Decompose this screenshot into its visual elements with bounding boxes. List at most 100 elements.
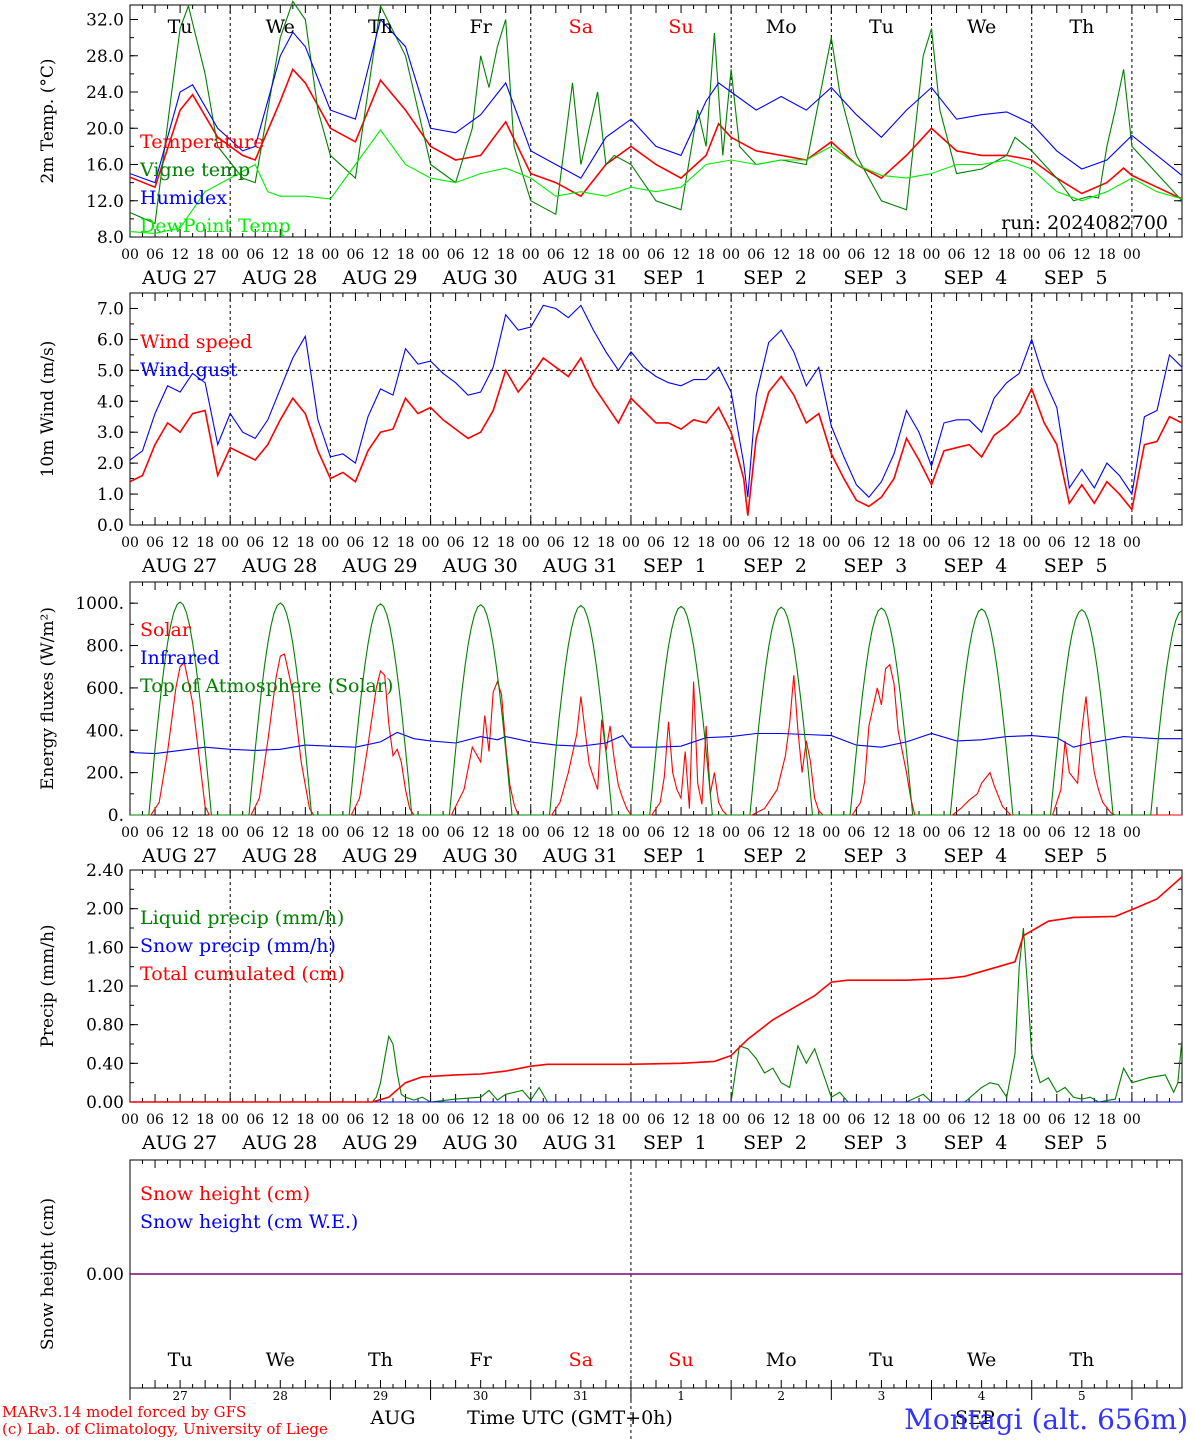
hour-label: 18: [196, 1112, 214, 1128]
y-tick-label: 24.0: [86, 83, 124, 103]
y-tick-label: 6.0: [97, 330, 124, 350]
hour-label: 12: [1073, 825, 1091, 841]
hour-label: 00: [822, 1112, 840, 1128]
date-label: AUG 29: [341, 1132, 417, 1154]
hour-label: 00: [1123, 1112, 1141, 1128]
hour-label: 18: [497, 535, 515, 551]
legend-entry: Snow height (cm W.E.): [140, 1211, 358, 1233]
hour-label: 06: [547, 247, 565, 263]
hour-label: 12: [772, 1112, 790, 1128]
hour-label: 18: [797, 535, 815, 551]
day-label: Tu: [168, 1349, 193, 1371]
y-tick-label: 16.0: [86, 156, 124, 176]
date-label: SEP 1: [643, 1132, 707, 1154]
hour-label: 18: [397, 825, 415, 841]
series-line-liquid-precip-mm-h-: [130, 927, 1182, 1103]
hour-label: 00: [221, 247, 239, 263]
hour-label: 18: [998, 535, 1016, 551]
date-label: AUG 27: [141, 1132, 217, 1154]
station-label: Montagi (alt. 656m): [904, 1403, 1188, 1436]
y-tick-label: 400.: [86, 721, 124, 741]
hour-label: 12: [873, 535, 891, 551]
hour-label: 00: [121, 825, 139, 841]
day-number: 4: [978, 1389, 986, 1403]
hour-label: 12: [672, 535, 690, 551]
hour-label: 18: [497, 1112, 515, 1128]
hour-label: 12: [1073, 1112, 1091, 1128]
day-label: Tu: [869, 16, 894, 38]
hour-label: 06: [146, 535, 164, 551]
hour-label: 06: [447, 247, 465, 263]
hour-label: 06: [547, 825, 565, 841]
hour-label: 12: [171, 825, 189, 841]
hour-label: 12: [271, 1112, 289, 1128]
hour-label: 18: [697, 247, 715, 263]
date-label: SEP 3: [843, 267, 907, 289]
hour-label: 00: [822, 247, 840, 263]
y-tick-label: 0.0: [97, 516, 124, 536]
day-label: Fr: [470, 16, 493, 38]
hour-label: 12: [472, 1112, 490, 1128]
month-label-left: AUG: [370, 1407, 416, 1429]
hour-label: 18: [497, 825, 515, 841]
day-label: Su: [668, 16, 693, 38]
day-number: 3: [878, 1389, 886, 1403]
x-axis-title: Time UTC (GMT+0h): [467, 1407, 673, 1429]
day-label: Th: [368, 16, 393, 38]
hour-label: 06: [347, 247, 365, 263]
hour-label: 12: [472, 825, 490, 841]
legend-entry: Snow height (cm): [140, 1183, 310, 1205]
y-tick-label: 3.0: [97, 423, 124, 443]
day-label: Th: [1069, 16, 1094, 38]
hour-label: 12: [372, 247, 390, 263]
hour-label: 00: [1023, 247, 1041, 263]
y-axis-label: Precip (mm/h): [38, 924, 58, 1047]
hour-label: 06: [347, 535, 365, 551]
hour-label: 18: [998, 1112, 1016, 1128]
y-tick-label: 12.0: [86, 192, 124, 212]
hour-label: 00: [722, 535, 740, 551]
hour-label: 00: [321, 535, 339, 551]
hour-label: 12: [672, 1112, 690, 1128]
y-axis-label: 10m Wind (m/s): [38, 341, 58, 478]
hour-label: 06: [447, 535, 465, 551]
hour-label: 18: [797, 247, 815, 263]
date-label: SEP 2: [743, 267, 807, 289]
hour-label: 00: [121, 247, 139, 263]
hour-label: 06: [347, 1112, 365, 1128]
hour-label: 18: [296, 247, 314, 263]
hour-label: 18: [296, 1112, 314, 1128]
date-label: AUG 27: [141, 555, 217, 577]
day-label: We: [967, 16, 996, 38]
day-label: Tu: [869, 1349, 894, 1371]
day-label: Mo: [766, 16, 797, 38]
hour-label: 06: [1048, 247, 1066, 263]
hour-label: 12: [772, 535, 790, 551]
hour-label: 00: [722, 247, 740, 263]
day-label: Sa: [569, 1349, 593, 1371]
day-number: 29: [373, 1389, 388, 1403]
hour-label: 18: [697, 535, 715, 551]
day-label: Tu: [168, 16, 193, 38]
y-axis-label: Energy fluxes (W/m²): [38, 607, 58, 790]
hour-label: 00: [822, 535, 840, 551]
date-label: SEP 3: [843, 1132, 907, 1154]
date-label: AUG 30: [442, 1132, 518, 1154]
panel-3: 0. 200. 400. 600. 800. 1000. Energy fluxes (W/…: [38, 581, 1183, 867]
hour-label: 00: [121, 535, 139, 551]
y-tick-label: 0.00: [86, 1265, 124, 1285]
legend-entry: Vigne temp: [139, 159, 250, 181]
day-label: We: [266, 16, 295, 38]
date-label: AUG 30: [442, 845, 518, 867]
y-tick-label: 1.0: [97, 485, 124, 505]
series-group: [130, 601, 1182, 816]
hour-label: 00: [1023, 1112, 1041, 1128]
hour-label: 12: [572, 535, 590, 551]
hour-label: 00: [822, 825, 840, 841]
hour-label: 18: [1098, 247, 1116, 263]
hour-label: 00: [422, 535, 440, 551]
y-tick-label: 1000.: [75, 594, 124, 614]
hour-label: 18: [397, 535, 415, 551]
legend-entry: Top of Atmosphere (Solar): [140, 675, 393, 697]
